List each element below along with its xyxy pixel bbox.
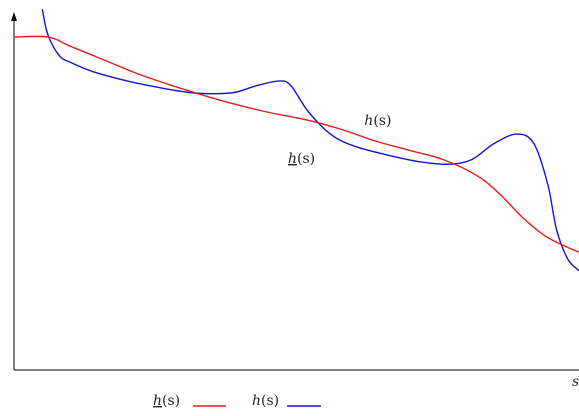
annotation-h: h(s)	[364, 113, 391, 129]
y-axis-arrow	[11, 12, 17, 21]
series-line-h-lower	[14, 35, 579, 253]
label-letter: h	[252, 393, 261, 409]
axes	[11, 12, 579, 371]
legend: h(s) h(s)	[153, 393, 321, 409]
series-line-h	[41, 9, 579, 272]
label-letter: h	[153, 393, 162, 409]
label-argument: (s)	[162, 393, 180, 409]
label-argument: (s)	[373, 113, 391, 129]
label-argument: (s)	[261, 393, 279, 409]
label-letter: h	[288, 151, 297, 167]
annotation-h-lower: h(s)	[288, 151, 315, 167]
label-letter: h	[364, 113, 373, 129]
x-axis-label: s	[572, 374, 579, 390]
legend-entry-h: h(s)	[252, 393, 279, 409]
label-argument: (s)	[297, 151, 315, 167]
legend-entry-h-lower: h(s)	[153, 393, 180, 409]
